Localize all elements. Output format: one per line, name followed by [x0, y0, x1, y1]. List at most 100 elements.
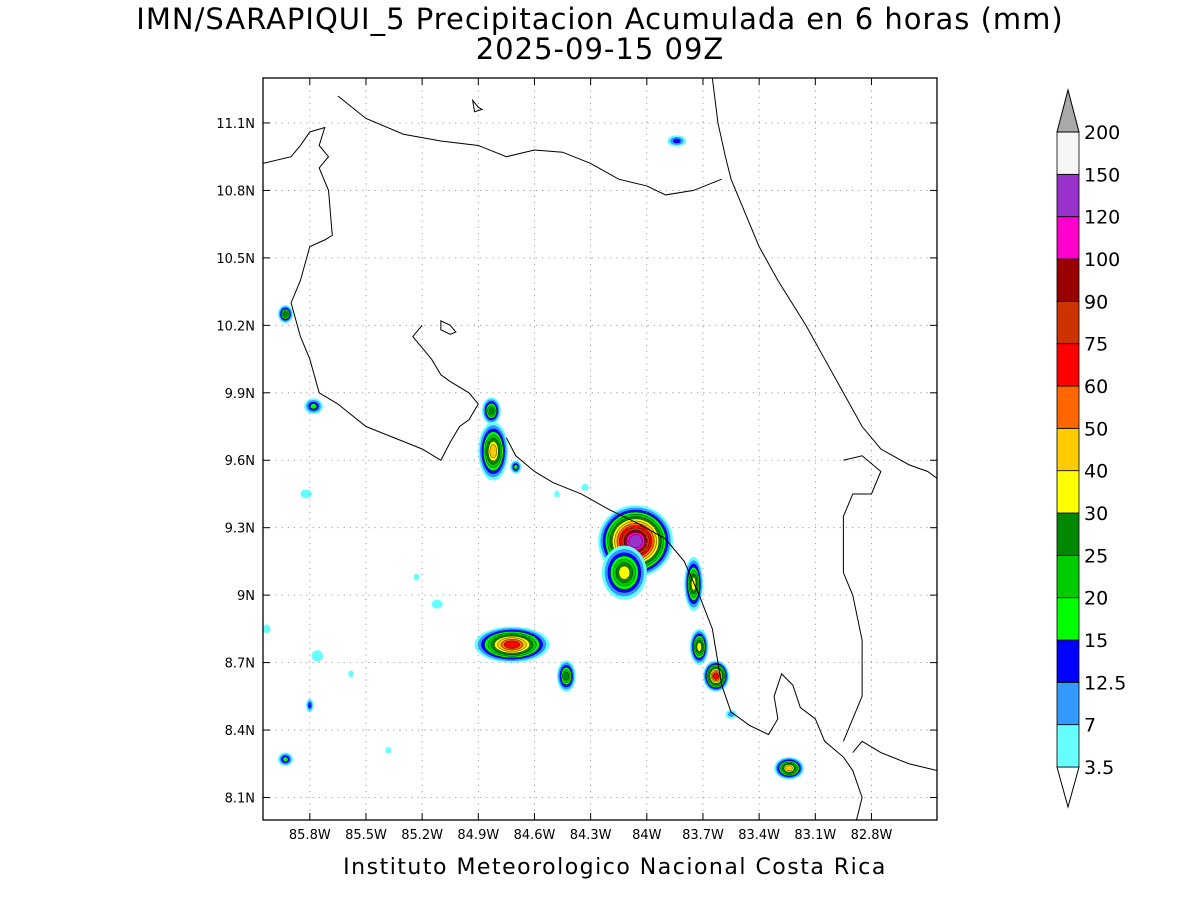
colorbar-label: 75	[1084, 334, 1108, 356]
colorbar-label: 60	[1084, 376, 1108, 398]
colorbar-lower-arrow	[1056, 766, 1080, 809]
lon-tick-label: 83.1W	[794, 828, 836, 843]
colorbar-swatch	[1056, 639, 1080, 683]
lat-tick-label: 9.9N	[225, 387, 255, 402]
footer-credit: Instituto Meteorologico Nacional Costa R…	[343, 855, 887, 880]
colorbar-upper-arrow	[1056, 88, 1080, 133]
colorbar-label: 20	[1084, 588, 1108, 610]
lat-tick-label: 9.6N	[225, 454, 255, 469]
precip-cell	[482, 397, 501, 425]
island-outline	[440, 320, 457, 335]
colorbar-label: 90	[1084, 291, 1108, 313]
precip-cell	[702, 660, 730, 692]
precip-contour-level	[283, 311, 288, 317]
precip-cell	[581, 483, 589, 491]
lon-tick-label: 84.9W	[457, 828, 499, 843]
colorbar-swatch	[1056, 216, 1080, 260]
precip-cell	[474, 626, 550, 663]
lat-tick-label: 10.2N	[216, 319, 255, 334]
precip-cell	[510, 460, 522, 474]
colorbar-swatch	[1056, 681, 1080, 726]
coastlines	[263, 78, 937, 820]
chart-title: IMN/SARAPIQUI_5 Precipitacion Acumulada …	[136, 2, 1064, 36]
colorbar-swatch	[1056, 385, 1080, 429]
precip-cell	[277, 305, 293, 324]
precipitation-field	[263, 135, 805, 780]
precip-cell	[431, 599, 443, 609]
precip-contour-level	[618, 565, 631, 580]
coastline	[263, 126, 479, 461]
precip-contour-level	[310, 403, 317, 410]
precip-contour-level	[628, 534, 643, 548]
precip-contour-level	[513, 464, 518, 470]
lat-tick-label: 8.7N	[225, 657, 255, 672]
precip-cell	[277, 752, 293, 767]
coastline	[842, 455, 882, 742]
precip-contour-level	[311, 650, 323, 662]
precip-cell	[684, 556, 703, 611]
lon-tick-label: 82.8W	[851, 828, 893, 843]
colorbar-label: 40	[1084, 461, 1108, 483]
precip-contour-level	[504, 640, 520, 649]
precip-contour-level	[488, 406, 495, 415]
colorbar-swatch	[1056, 258, 1080, 302]
lon-tick-label: 84W	[632, 828, 662, 843]
precip-contour-level	[348, 670, 354, 678]
precip-contour-level	[300, 489, 312, 499]
coastline	[711, 78, 937, 479]
precip-cell	[601, 545, 647, 600]
precip-cell	[311, 650, 323, 662]
colorbar-label: 3.5	[1084, 757, 1114, 779]
coastline	[505, 437, 863, 820]
precip-contour-level	[431, 599, 443, 609]
precip-cell	[478, 422, 509, 481]
colorbar-label: 7	[1084, 715, 1096, 737]
precip-contour-level	[282, 756, 289, 762]
lat-tick-label: 9.3N	[225, 522, 255, 537]
colorbar-swatch	[1056, 131, 1080, 175]
precip-contour-level	[489, 444, 497, 459]
colorbar-label: 150	[1084, 164, 1120, 186]
lon-tick-label: 83.4W	[738, 828, 780, 843]
colorbar-label: 12.5	[1084, 672, 1126, 694]
lat-tick-label: 11.1N	[216, 117, 255, 132]
colorbar-swatch	[1056, 724, 1080, 768]
colorbar-swatch	[1056, 597, 1080, 641]
precip-contour-level	[713, 672, 720, 680]
lon-tick-label: 85.8W	[289, 828, 331, 843]
lat-tick-label: 9N	[237, 589, 255, 604]
lat-tick-label: 8.1N	[225, 792, 255, 807]
colorbar-legend: 3.5 7 12.5 15 20 25 30 40 50 60 75 90 100 120 150 200	[1056, 88, 1126, 809]
precip-cell	[348, 670, 354, 678]
precip-contour-level	[263, 624, 271, 634]
map-axis-ticks: 85.8W 85.5W 85.2W 84.9W 84.6W 84.3W 84W 83.7W 83…	[216, 78, 937, 843]
colorbar-swatch	[1056, 554, 1080, 599]
colorbar-label: 25	[1084, 545, 1108, 567]
precip-cell	[413, 573, 420, 581]
colorbar-label: 30	[1084, 503, 1108, 525]
precip-contour-level	[581, 483, 589, 491]
colorbar-label: 200	[1084, 122, 1120, 144]
precip-cell	[667, 135, 687, 147]
lon-tick-label: 84.3W	[570, 828, 612, 843]
coastline	[337, 95, 722, 196]
lat-tick-label: 10.5N	[216, 252, 255, 267]
precip-cell	[774, 757, 805, 780]
lat-tick-label: 8.4N	[225, 724, 255, 739]
precip-contour-level	[696, 642, 702, 652]
colorbar-label: 100	[1084, 249, 1120, 271]
precip-contour-level	[554, 490, 560, 498]
colorbar-swatch	[1056, 427, 1080, 472]
colorbar-swatch	[1056, 300, 1080, 345]
precip-cell	[556, 660, 576, 692]
colorbar-label: 120	[1084, 207, 1120, 229]
precip-contour-level	[385, 746, 392, 754]
precip-cell	[300, 489, 312, 499]
lon-tick-label: 85.5W	[345, 828, 387, 843]
colorbar-label: 15	[1084, 630, 1108, 652]
colorbar-swatch	[1056, 173, 1080, 218]
precip-cell	[385, 746, 392, 754]
precip-contour-level	[563, 671, 569, 681]
precip-cell	[304, 398, 323, 415]
